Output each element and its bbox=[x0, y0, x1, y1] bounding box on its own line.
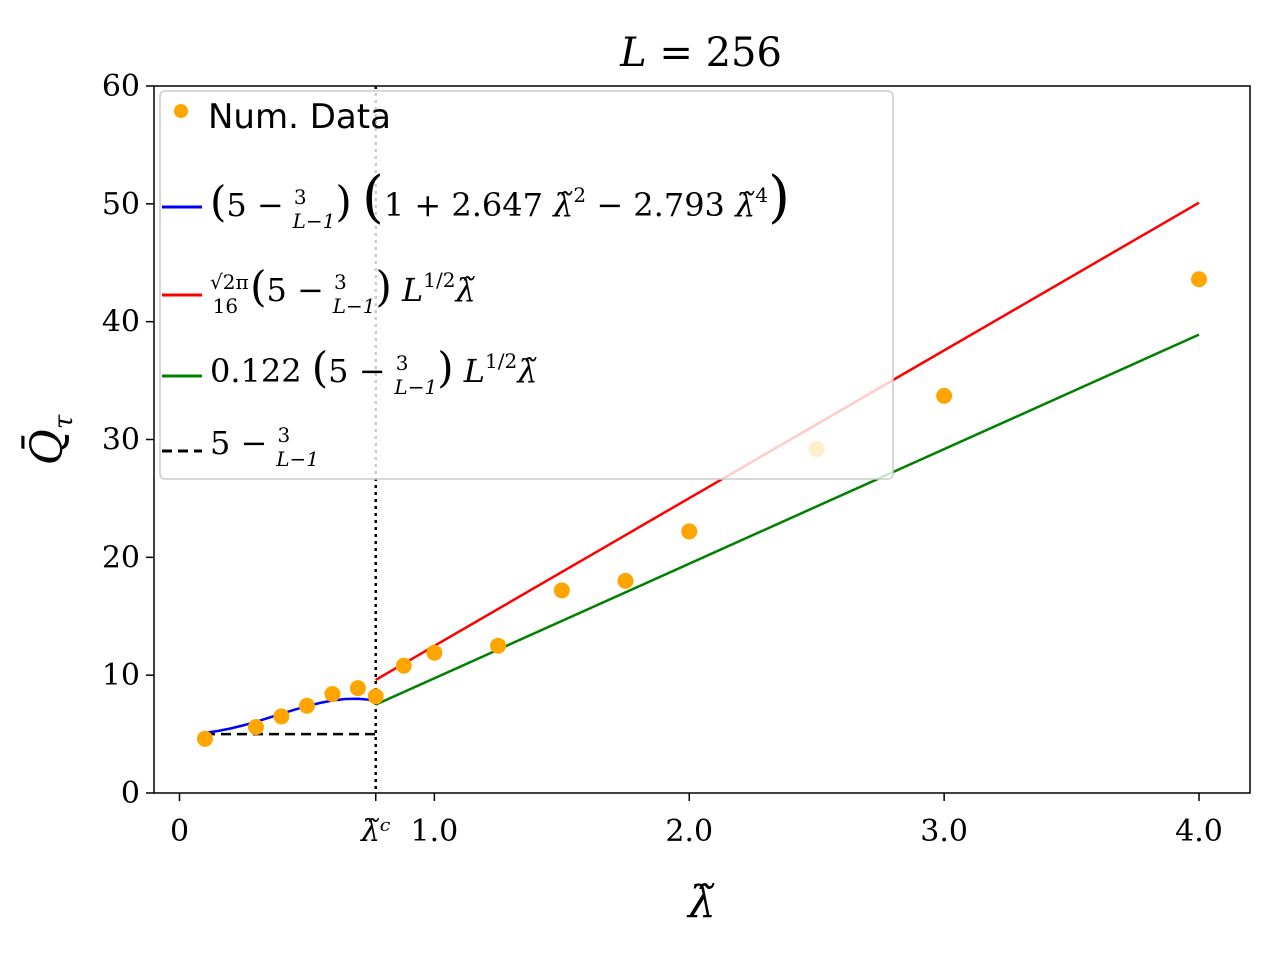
y-tick-label: 40 bbox=[102, 305, 140, 340]
y-tick-label: 20 bbox=[102, 540, 140, 575]
axis-layer: 0 λ̃ᶜ 1.0 2.0 3.0 4.0 0 10 20 30 40 50 60 bbox=[102, 69, 1223, 849]
data-point bbox=[273, 708, 290, 725]
data-layer bbox=[196, 86, 1208, 793]
data-point bbox=[349, 680, 366, 697]
data-point bbox=[490, 637, 507, 654]
x-tick-label: λ̃ᶜ bbox=[360, 814, 391, 849]
chart-title: L = 256 bbox=[619, 30, 782, 76]
legend-label-red: √2π 16 (5 − 3 L−1) L1/2λ̃ bbox=[210, 262, 476, 318]
data-point bbox=[681, 523, 698, 540]
data-point bbox=[1191, 271, 1208, 288]
legend: Num. Data (5 − 3 L−1) (1 + 2.647 λ̃2 − 2.… bbox=[159, 90, 894, 480]
x-axis-label: λ̃ bbox=[686, 877, 716, 928]
x-tick-label: 0 bbox=[170, 814, 189, 849]
y-tick-label: 60 bbox=[102, 69, 140, 104]
data-point bbox=[936, 387, 953, 404]
svg-text:Q̄τ: Q̄τ bbox=[20, 414, 79, 465]
data-point bbox=[553, 582, 570, 599]
y-axis-label: Q̄τ bbox=[20, 414, 79, 465]
legend-box bbox=[159, 90, 894, 480]
plot-frame bbox=[153, 85, 1251, 794]
legend-label-blue: (5 − 3 L−1) (1 + 2.647 λ̃2 − 2.793 λ̃4) bbox=[210, 165, 790, 233]
data-point bbox=[196, 730, 213, 747]
legend-label-num-data: Num. Data bbox=[208, 97, 391, 137]
series-line-1 bbox=[204, 697, 376, 735]
data-point bbox=[247, 719, 264, 736]
y-tick-label: 0 bbox=[121, 776, 140, 811]
data-point bbox=[298, 697, 315, 714]
y-tick-label: 30 bbox=[102, 423, 140, 458]
x-tick-label: 4.0 bbox=[1175, 814, 1223, 849]
data-point bbox=[426, 644, 443, 661]
x-tick-label: 2.0 bbox=[665, 814, 713, 849]
legend-marker-num-data bbox=[174, 104, 188, 118]
legend-label-green: 0.122 (5 − 3 L−1) L1/2λ̃ bbox=[210, 343, 537, 399]
data-point bbox=[617, 572, 634, 589]
y-tick-label: 10 bbox=[102, 658, 140, 693]
series-line-3 bbox=[375, 333, 1200, 706]
data-point bbox=[367, 688, 384, 705]
x-tick-label: 3.0 bbox=[920, 814, 968, 849]
legend-label-dashed: 5 − 3 L−1 bbox=[210, 423, 319, 471]
x-tick-label: 1.0 bbox=[411, 814, 459, 849]
data-point bbox=[324, 686, 341, 703]
data-point bbox=[395, 657, 412, 674]
y-tick-label: 50 bbox=[102, 187, 140, 222]
